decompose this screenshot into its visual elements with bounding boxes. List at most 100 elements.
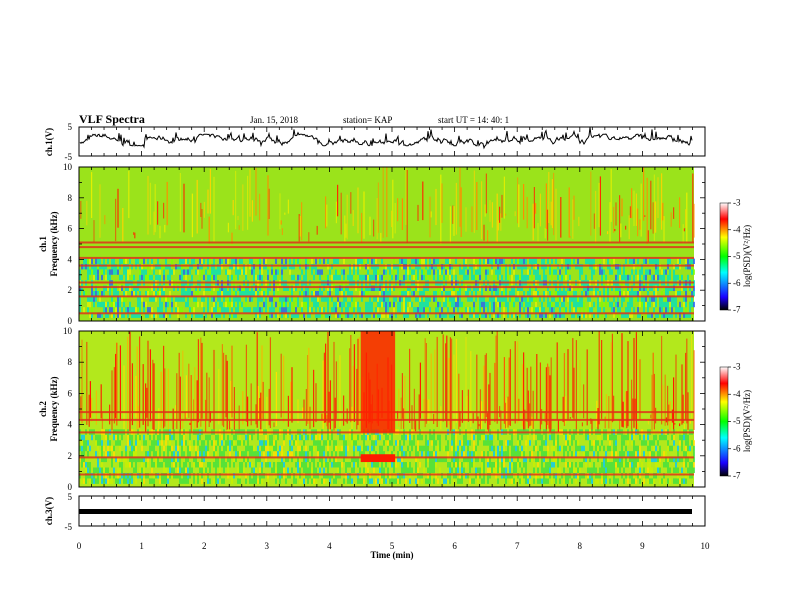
spectrogram-cell (681, 445, 683, 452)
spectrogram-cell (345, 445, 347, 452)
spectrogram-cell (257, 451, 259, 457)
spectrogram-cell (571, 451, 573, 457)
spectrogram-cell (603, 462, 605, 468)
spectrogram-cell (405, 264, 407, 270)
spectrogram-cell (455, 296, 457, 302)
spectrogram-cell (459, 296, 461, 302)
spectrogram-cell (327, 258, 329, 264)
spectrogram-cell (343, 291, 345, 297)
spectrogram-cell (163, 456, 165, 463)
spectrogram-cell (513, 264, 515, 270)
spectrogram-cell (373, 445, 375, 452)
spectrogram-cell (91, 478, 93, 484)
spectrogram-cell (335, 269, 337, 275)
spectrogram-cell (659, 307, 661, 313)
spectrogram-streak (529, 403, 531, 427)
spectrogram-cell (255, 451, 257, 457)
spectrogram-cell (227, 456, 229, 463)
spectrogram-cell (471, 456, 473, 463)
spectrogram-cell (289, 296, 291, 302)
spectrogram-cell (601, 462, 603, 468)
spectrogram-cell (629, 274, 631, 281)
spectrogram-streak (686, 338, 688, 424)
spectrogram-cell (297, 445, 299, 452)
spectrogram-streak (652, 202, 654, 234)
spectrogram-cell (573, 291, 575, 297)
spectrogram-cell (137, 440, 139, 446)
spectrogram-cell (213, 462, 215, 468)
spectrogram-cell (241, 467, 243, 473)
spectrogram-cell (435, 440, 437, 446)
spectrogram-cell (615, 434, 617, 441)
spectrogram-cell (295, 285, 297, 291)
spectrogram-streak (259, 398, 261, 421)
spectrogram-cell (667, 312, 669, 318)
spectrogram-cell (163, 291, 165, 297)
spectrogram-cell (483, 434, 485, 441)
spectrogram-cell (673, 296, 675, 302)
spectrogram-streak (508, 357, 510, 426)
spectrogram-streak (298, 214, 300, 242)
spectrogram-cell (313, 434, 315, 441)
spectrogram-cell (507, 307, 509, 313)
spectrogram-streak (353, 344, 355, 422)
spectrogram-cell (649, 451, 651, 457)
spectrogram-cell (625, 462, 627, 468)
spectrogram-streak (109, 404, 111, 425)
spectrogram-streak (405, 167, 407, 225)
spectrogram-cell (235, 258, 237, 264)
spectrogram-cell (543, 467, 545, 473)
spectrogram-cell (153, 473, 155, 479)
spectrogram-cell (613, 451, 615, 457)
spectrogram-cell (407, 285, 409, 291)
spectrogram-cell (667, 456, 669, 463)
spectrogram-cell (589, 473, 591, 479)
spectrogram-cell (627, 451, 629, 457)
spectrogram-cell (317, 473, 319, 479)
spectrogram-cell (457, 296, 459, 302)
spectrogram-cell (295, 258, 297, 264)
spectrogram-cell (501, 456, 503, 463)
spectrogram-cell (541, 301, 543, 308)
spectrogram-cell (455, 274, 457, 281)
spectrogram-cell (627, 434, 629, 441)
spectrogram-cell (535, 473, 537, 479)
spectrogram-cell (439, 296, 441, 302)
spectrogram-streak (685, 352, 687, 420)
spectrogram-streak (550, 201, 552, 226)
spectrogram-cell (349, 434, 351, 441)
spectrogram-cell (561, 473, 563, 479)
spectrogram-streak (670, 212, 672, 227)
spectrogram-cell (287, 307, 289, 313)
spectrogram-cell (573, 451, 575, 457)
spectrogram-cell (211, 291, 213, 297)
spectrogram-cell (441, 307, 443, 313)
spectrogram-streak (175, 405, 177, 423)
spectrogram-cell (473, 462, 475, 468)
spectrogram-cell (379, 312, 381, 318)
spectrogram-cell (615, 291, 617, 297)
spectrogram-cell (607, 285, 609, 291)
spectrogram-cell (585, 285, 587, 291)
spectrogram-cell (323, 445, 325, 452)
spectrogram-cell (493, 258, 495, 264)
spectrogram-cell (525, 274, 527, 281)
spectrogram-cell (221, 291, 223, 297)
spectrogram-cell (311, 258, 313, 264)
spectrogram-cell (579, 301, 581, 308)
spectrogram-cell (329, 478, 331, 484)
spectrogram-cell (269, 434, 271, 441)
spectrogram-cell (213, 312, 215, 318)
spectrogram-cell (125, 462, 127, 468)
spectrogram-cell (397, 440, 399, 446)
spectrogram-cell (89, 312, 91, 318)
spectrogram-cell (643, 440, 645, 446)
y-tick-label: 0 (68, 316, 73, 326)
spectrogram-cell (539, 264, 541, 270)
spectrogram-cell (153, 312, 155, 318)
spectrogram-cell (235, 434, 237, 441)
spectrogram-cell (603, 274, 605, 281)
spectrogram-cell (439, 434, 441, 441)
spectrogram-cell (551, 434, 553, 441)
spectrogram-cell (367, 274, 369, 281)
